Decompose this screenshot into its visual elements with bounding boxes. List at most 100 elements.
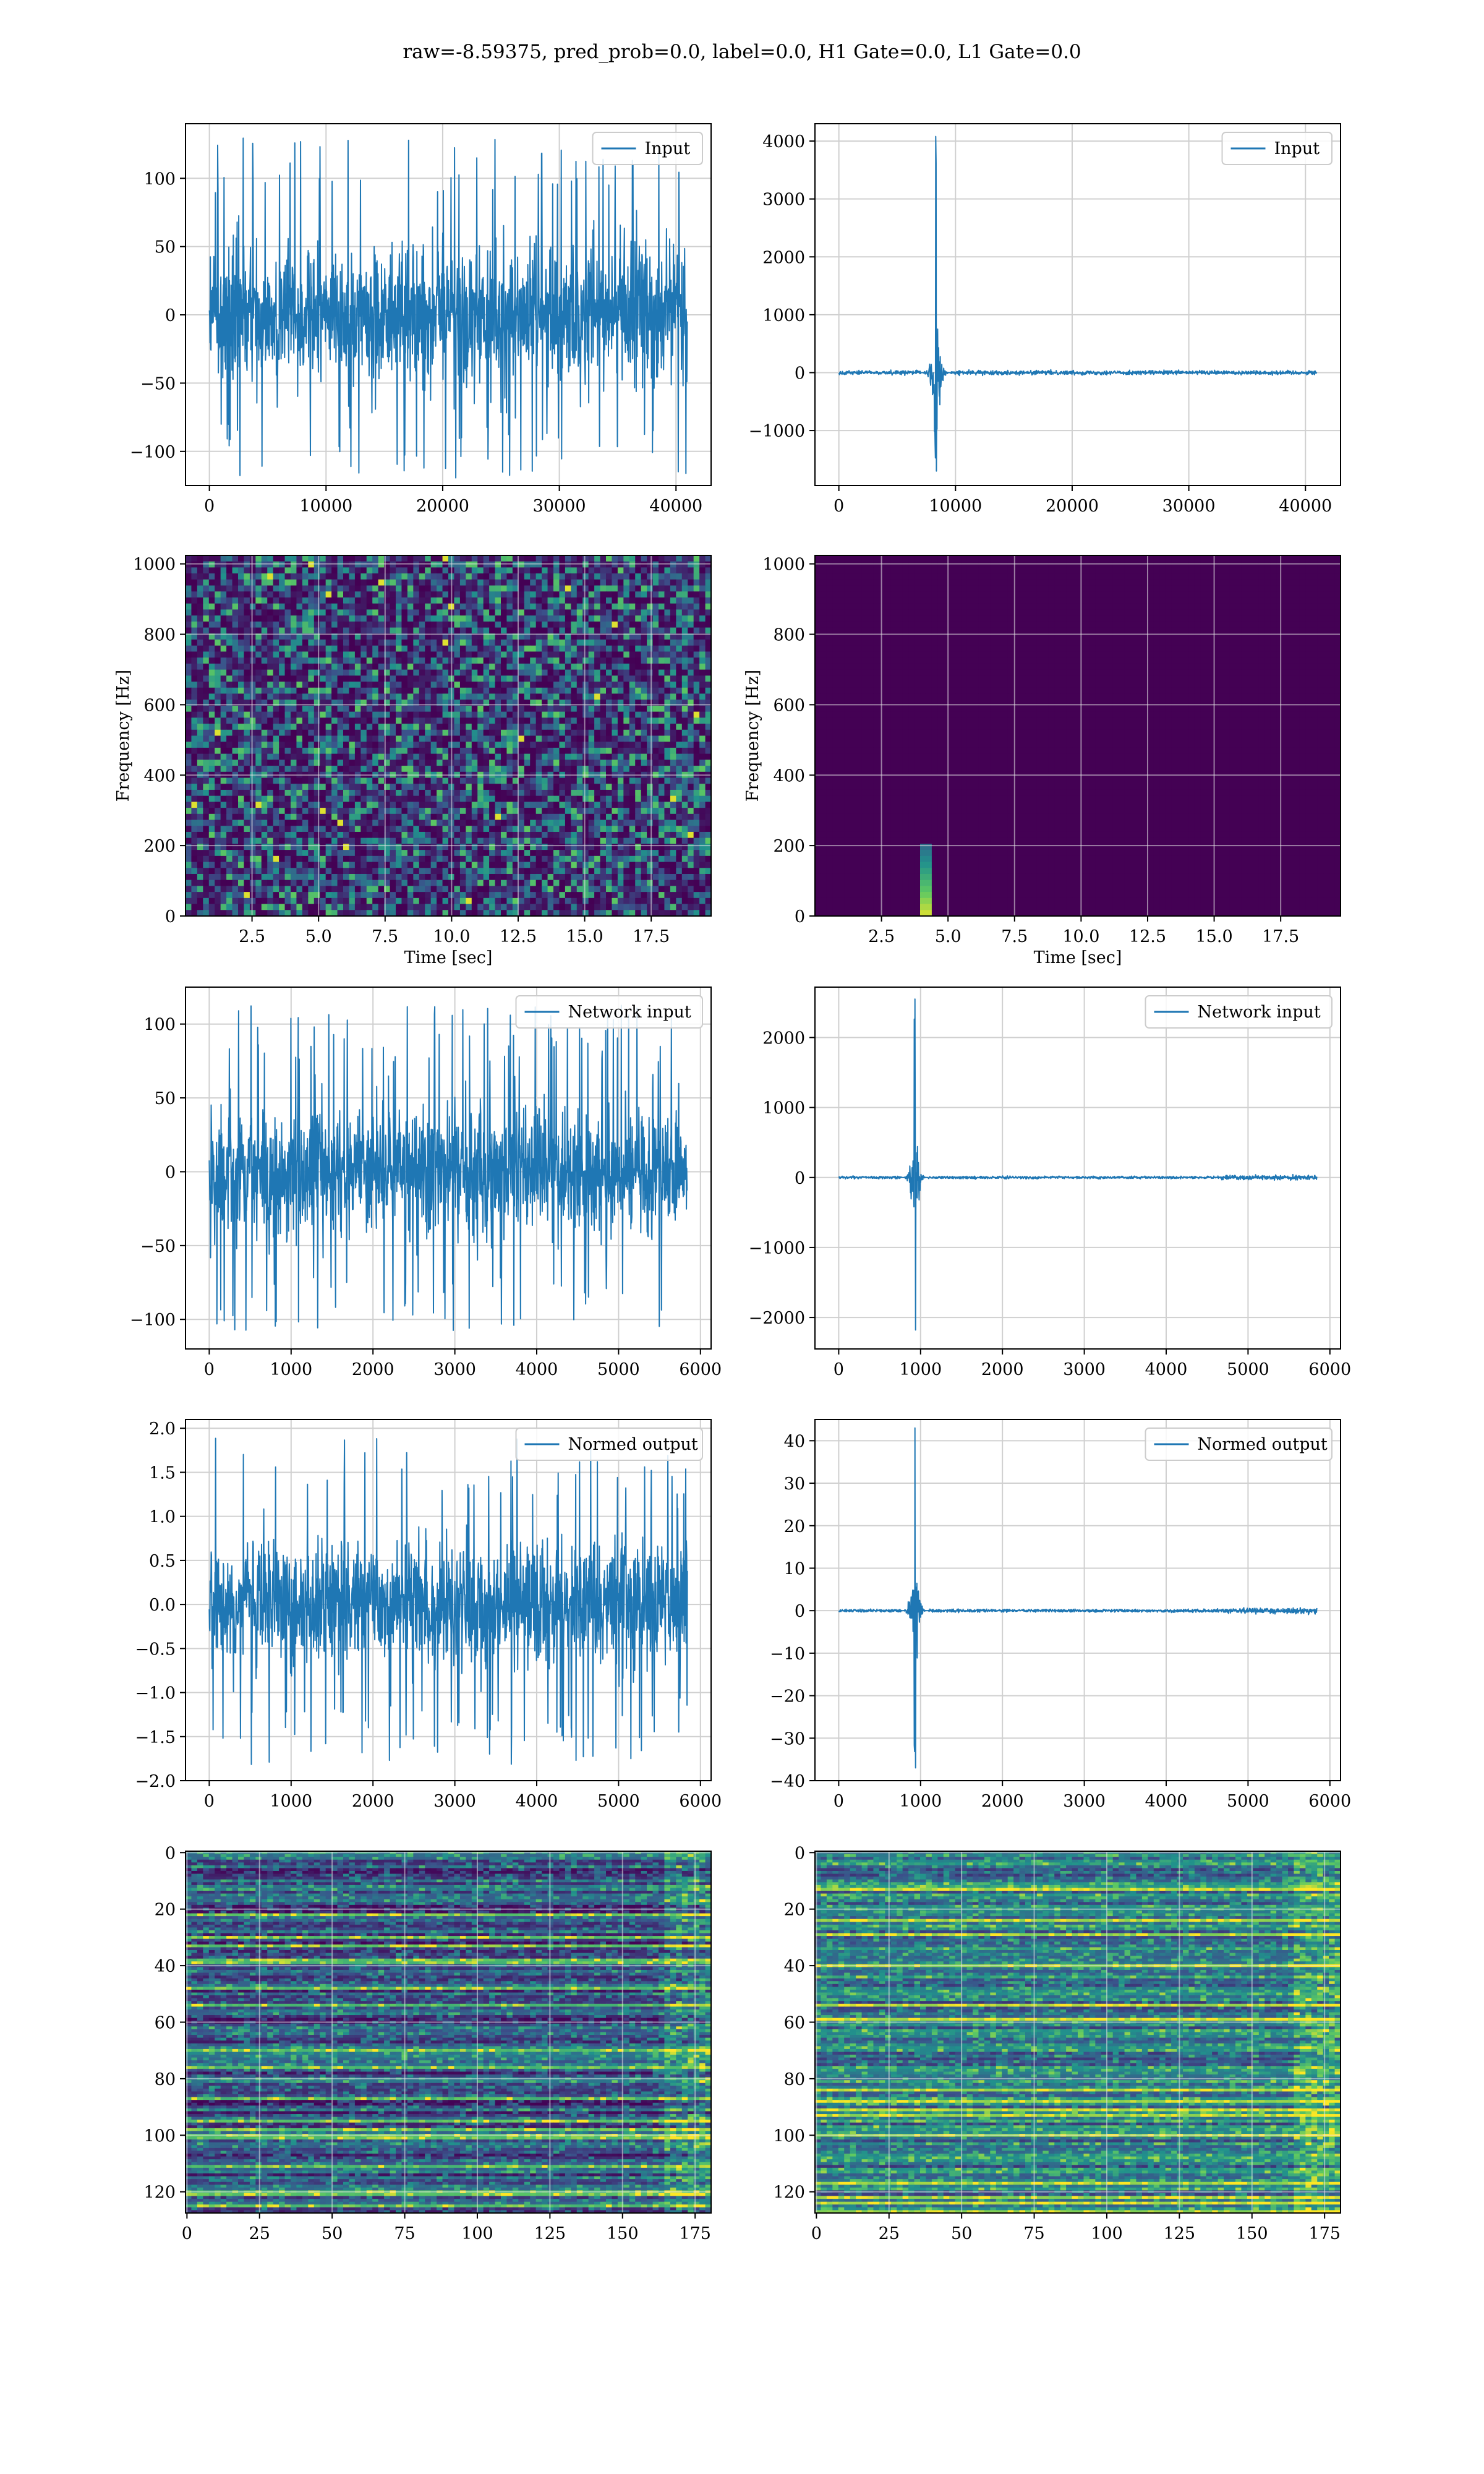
heatmap-cell xyxy=(437,561,443,568)
heatmap-cell xyxy=(284,693,291,700)
heatmap-cell xyxy=(255,615,262,622)
heatmap-cell xyxy=(524,615,531,622)
heatmap-cell xyxy=(255,621,262,628)
heatmap-cell xyxy=(606,693,613,700)
heatmap-cell xyxy=(681,873,688,881)
heatmap-cell xyxy=(191,777,198,784)
heatmap-cell xyxy=(454,711,461,718)
heatmap-cell xyxy=(226,657,233,664)
heatmap-cell xyxy=(659,844,665,850)
heatmap-cell xyxy=(208,657,215,664)
heatmap-cell xyxy=(308,729,315,737)
heatmap-cell xyxy=(647,579,654,586)
heatmap-cell xyxy=(320,742,326,748)
heatmap-cell xyxy=(501,873,508,881)
heatmap-cell xyxy=(652,597,659,604)
heatmap-cell xyxy=(208,831,215,839)
heatmap-cell xyxy=(401,760,408,766)
heatmap-cell xyxy=(273,597,279,604)
heatmap-cell xyxy=(360,873,367,881)
heatmap-cell xyxy=(215,753,221,760)
heatmap-cell xyxy=(372,777,379,784)
heatmap-cell xyxy=(547,579,554,586)
heatmap-cell xyxy=(419,627,425,634)
heatmap-cell xyxy=(676,753,683,760)
heatmap-cell xyxy=(384,579,391,586)
heatmap-cell xyxy=(501,700,508,706)
heatmap-cell xyxy=(588,735,595,742)
heatmap-cell xyxy=(249,711,256,718)
heatmap-cell xyxy=(238,567,245,574)
heatmap-cell xyxy=(343,724,350,730)
heatmap-cell xyxy=(681,862,688,868)
heatmap-cell xyxy=(255,747,262,755)
heatmap-cell xyxy=(255,597,262,604)
heatmap-cell xyxy=(676,705,683,713)
heatmap-cell xyxy=(208,640,215,646)
heatmap-cell xyxy=(542,777,548,784)
heatmap-cell xyxy=(337,700,344,706)
heatmap-cell xyxy=(454,760,461,766)
heatmap-cell xyxy=(401,813,408,821)
heatmap-cell xyxy=(343,693,350,700)
heatmap-cell xyxy=(477,705,484,713)
heatmap-cell xyxy=(542,687,548,695)
heatmap-cell xyxy=(565,808,571,815)
y-tick-label: 100 xyxy=(143,169,176,189)
heatmap-cell xyxy=(354,555,361,562)
heatmap-cell xyxy=(524,700,531,706)
heatmap-cell xyxy=(495,862,501,868)
heatmap-cell xyxy=(676,760,683,766)
heatmap-cell xyxy=(454,837,461,844)
heatmap-cell xyxy=(396,766,403,773)
heatmap-cell xyxy=(226,795,233,802)
heatmap-cell xyxy=(705,657,712,664)
heatmap-cell xyxy=(401,579,408,586)
heatmap-cell xyxy=(641,663,647,670)
heatmap-cell xyxy=(635,603,642,610)
heatmap-cell xyxy=(466,855,472,863)
heatmap-cell xyxy=(261,693,268,700)
heatmap-cell xyxy=(313,705,320,713)
heatmap-cell xyxy=(226,573,233,580)
heatmap-cell xyxy=(354,880,361,887)
heatmap-cell xyxy=(401,789,408,797)
heatmap-cell xyxy=(191,813,198,821)
heatmap-cell xyxy=(506,862,513,868)
heatmap-cell xyxy=(419,735,425,742)
heatmap-cell xyxy=(296,657,303,664)
heatmap-cell xyxy=(407,585,414,592)
heatmap-cell xyxy=(279,609,286,616)
heatmap-cell xyxy=(652,645,659,653)
heatmap-cell xyxy=(313,873,320,881)
heatmap-cell xyxy=(582,862,589,868)
heatmap-cell xyxy=(313,561,320,568)
heatmap-cell xyxy=(571,651,578,658)
heatmap-cell xyxy=(606,862,613,868)
heatmap-cell xyxy=(249,855,256,863)
heatmap-cell xyxy=(343,645,350,653)
heatmap-cell xyxy=(635,591,642,598)
heatmap-cell xyxy=(442,597,449,604)
heatmap-cell xyxy=(232,609,239,616)
heatmap-cell xyxy=(238,844,245,850)
heatmap-cell xyxy=(284,651,291,658)
heatmap-cell xyxy=(635,555,642,562)
heatmap-cell xyxy=(442,555,449,562)
heatmap-cell xyxy=(186,621,192,628)
heatmap-cell xyxy=(489,766,496,773)
heatmap-cell xyxy=(401,735,408,742)
heatmap-cell xyxy=(535,717,542,724)
heatmap-cell xyxy=(413,813,420,821)
heatmap-cell xyxy=(530,591,537,598)
heatmap-cell xyxy=(372,705,379,713)
heatmap-cell xyxy=(547,735,554,742)
heatmap-cell xyxy=(302,705,309,713)
heatmap-cell xyxy=(676,579,683,586)
heatmap-cell xyxy=(588,597,595,604)
heatmap-cell xyxy=(413,555,420,562)
heatmap-cell xyxy=(372,591,379,598)
heatmap-cell xyxy=(600,729,607,737)
heatmap-cell xyxy=(238,585,245,592)
heatmap-cell xyxy=(565,873,571,881)
